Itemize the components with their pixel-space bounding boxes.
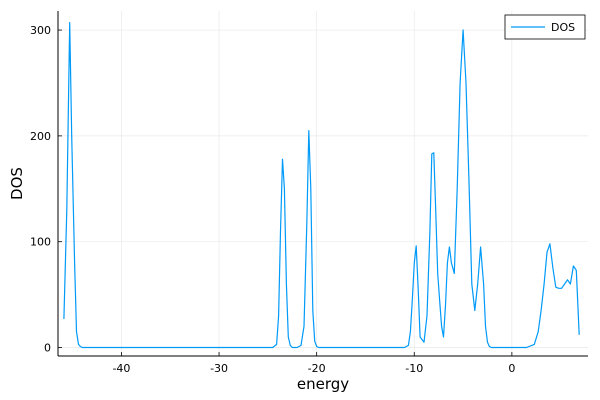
- y-axis-label: DOS: [8, 167, 26, 200]
- x-tick-label: -20: [308, 362, 326, 375]
- y-tick-label: 200: [30, 130, 51, 143]
- plot-frame: [57, 11, 588, 357]
- legend-entry-dos: DOS: [551, 21, 575, 34]
- y-tick-label: 100: [30, 236, 51, 249]
- series-group: [63, 22, 580, 349]
- legend: DOS: [504, 14, 586, 40]
- y-tick-label: 0: [44, 342, 51, 355]
- y-axis-ticks: 0 100 200 300: [30, 24, 62, 355]
- y-tick-label: 300: [30, 24, 51, 37]
- x-tick-label: 0: [508, 362, 515, 375]
- x-axis-ticks: -40 -30 -20 -10 0: [112, 352, 515, 375]
- x-tick-label: -10: [405, 362, 423, 375]
- x-tick-label: -40: [112, 362, 130, 375]
- x-axis-label: energy: [297, 375, 349, 393]
- x-tick-label: -30: [210, 362, 228, 375]
- series-line-dos: [63, 22, 580, 349]
